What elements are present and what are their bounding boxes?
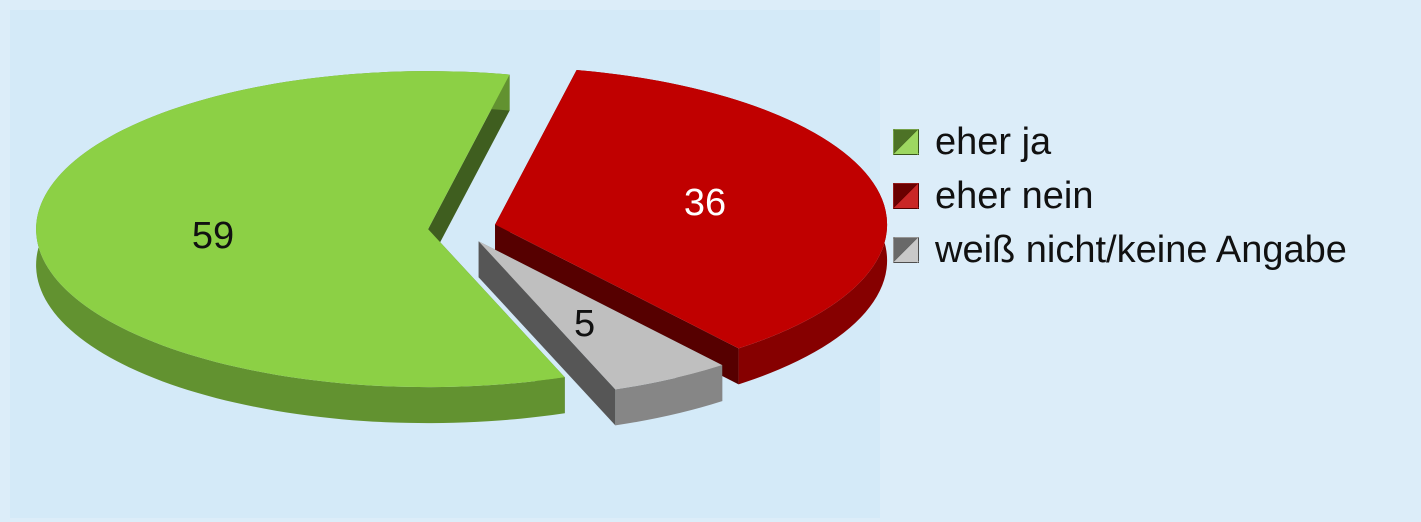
pie-slices xyxy=(36,69,888,426)
slice-side-wall xyxy=(478,241,616,426)
slice-rim xyxy=(36,71,565,424)
slice-eher-ja[interactable] xyxy=(36,71,565,424)
slice-side-wall xyxy=(428,74,510,266)
legend-item-eher-ja[interactable]: eher ja xyxy=(893,115,1347,169)
slice-top xyxy=(478,241,723,390)
slice-top xyxy=(495,69,888,349)
pie-data-labels: 36 59 5 xyxy=(192,182,726,345)
data-label-weiss-nicht: 5 xyxy=(574,303,595,345)
data-label-eher-ja: 59 xyxy=(192,215,234,257)
data-label-eher-nein: 36 xyxy=(684,182,726,224)
slice-weiss-nicht[interactable] xyxy=(478,241,723,426)
legend: eher ja eher nein weiß nicht/keine Angab… xyxy=(893,115,1347,277)
legend-swatch-eher-nein xyxy=(893,183,919,209)
legend-label: eher nein xyxy=(935,174,1094,217)
slice-top xyxy=(36,71,565,388)
legend-label: weiß nicht/keine Angabe xyxy=(935,228,1347,271)
legend-label: eher ja xyxy=(935,120,1052,163)
slice-rim xyxy=(615,365,723,426)
legend-item-eher-nein[interactable]: eher nein xyxy=(893,169,1347,223)
legend-swatch-weiss-nicht xyxy=(893,237,919,263)
legend-swatch-eher-ja xyxy=(893,129,919,155)
legend-item-weiss-nicht[interactable]: weiß nicht/keine Angabe xyxy=(893,223,1347,277)
